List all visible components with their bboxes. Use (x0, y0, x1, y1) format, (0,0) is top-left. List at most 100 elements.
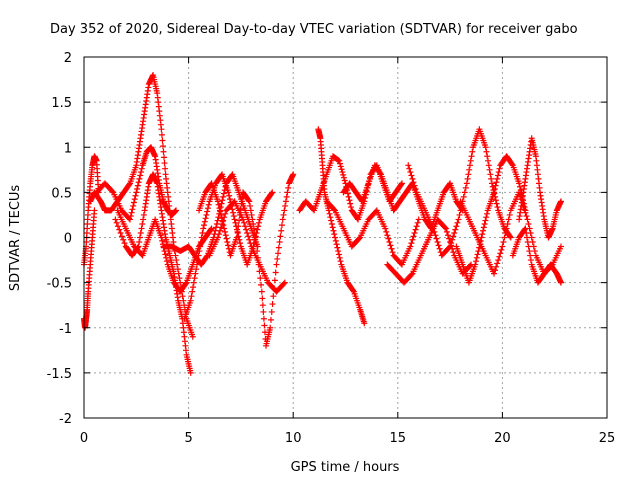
data-point (192, 270, 199, 277)
x-axis-label: GPS time / hours (291, 460, 400, 475)
data-point (412, 185, 419, 192)
data-point (443, 228, 450, 235)
data-point (277, 233, 284, 240)
data-point (464, 175, 471, 182)
data-point (225, 242, 232, 249)
data-point (138, 225, 145, 232)
data-point (338, 166, 345, 173)
data-point (127, 216, 134, 223)
data-point (281, 279, 288, 286)
data-point (408, 271, 415, 278)
data-point (214, 234, 221, 241)
data-point (213, 220, 220, 227)
data-point (189, 333, 196, 340)
data-point (557, 243, 564, 250)
x-tick-label: 0 (80, 431, 88, 446)
series-s10 (206, 198, 288, 295)
data-point (524, 239, 531, 246)
data-point (406, 165, 413, 172)
data-point (173, 257, 180, 264)
data-point (248, 211, 255, 218)
data-point (250, 225, 257, 232)
data-point (432, 232, 439, 239)
data-point (462, 184, 469, 191)
data-point (491, 185, 498, 192)
data-point (247, 240, 254, 247)
data-point (506, 211, 513, 218)
data-point (177, 279, 184, 286)
data-point (283, 193, 290, 200)
data-point (219, 197, 226, 204)
data-point (450, 233, 457, 240)
data-point (259, 302, 266, 309)
data-point (485, 162, 492, 169)
data-point (116, 226, 123, 233)
data-point (325, 207, 332, 214)
data-point (475, 248, 482, 255)
series-s3 (87, 72, 196, 340)
data-point (126, 181, 133, 188)
data-point (218, 211, 225, 218)
data-point (250, 220, 257, 227)
data-point (339, 169, 346, 176)
data-point (491, 189, 498, 196)
data-point (215, 231, 222, 238)
data-point (500, 239, 507, 246)
data-point (472, 258, 479, 265)
data-point (161, 154, 168, 161)
data-point (195, 252, 202, 259)
data-point (344, 190, 351, 197)
data-point (523, 229, 530, 236)
data-point (159, 137, 166, 144)
data-point (244, 229, 251, 236)
data-point (257, 275, 264, 282)
data-point (232, 219, 239, 226)
data-point (113, 219, 120, 226)
data-point (441, 224, 448, 231)
series-s9 (196, 171, 297, 349)
data-point (246, 198, 253, 205)
data-point (190, 284, 197, 291)
data-point (282, 202, 289, 209)
data-point (188, 293, 195, 300)
data-point (329, 224, 336, 231)
data-point (284, 189, 291, 196)
data-point (336, 254, 343, 261)
data-point (492, 197, 499, 204)
data-point (433, 235, 440, 242)
data-point (138, 165, 145, 172)
data-point (261, 322, 268, 329)
data-point (473, 254, 480, 261)
data-point (480, 227, 487, 234)
y-axis-label: SDTVAR / TECUs (8, 185, 23, 292)
data-point (516, 180, 523, 187)
data-point (216, 205, 223, 212)
data-point (139, 220, 146, 227)
data-point (466, 262, 473, 269)
data-point (398, 180, 405, 187)
data-point (246, 236, 253, 243)
data-point (495, 257, 502, 264)
data-point (347, 204, 354, 211)
data-point (496, 165, 503, 172)
data-point (496, 253, 503, 260)
data-point (221, 228, 228, 235)
data-point (356, 235, 363, 242)
data-point (270, 293, 277, 300)
data-point (132, 192, 139, 199)
data-point (434, 239, 441, 246)
data-point (176, 275, 183, 282)
data-point (197, 239, 204, 246)
data-point (203, 211, 210, 218)
data-point (199, 229, 206, 236)
data-point (252, 234, 259, 241)
data-point (140, 211, 147, 218)
data-point (495, 169, 502, 176)
data-point (482, 144, 489, 151)
data-point (389, 249, 396, 256)
data-point (461, 189, 468, 196)
data-point (159, 143, 166, 150)
data-point (231, 216, 238, 223)
data-point (158, 234, 165, 241)
